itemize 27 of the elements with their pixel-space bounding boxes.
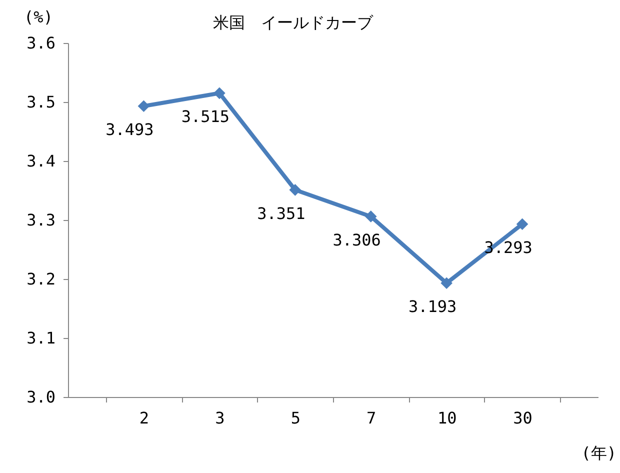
data-label: 3.351 (257, 204, 306, 223)
x-tick-label: 7 (366, 408, 376, 428)
y-tick-label: 3.3 (26, 210, 56, 230)
point (138, 100, 150, 112)
data-label: 3.515 (181, 107, 230, 126)
x-tick-label: 30 (513, 408, 532, 428)
point (364, 210, 377, 222)
x-tick-label: 5 (290, 408, 300, 428)
y-tick-label: 3.5 (26, 92, 56, 112)
point (289, 184, 302, 196)
y-tick-label: 3.6 (26, 34, 56, 52)
chart-title: 米国 イールドカーブ (213, 13, 374, 32)
data-label: 3.306 (332, 230, 381, 250)
y-tick-label: 3.2 (26, 270, 56, 288)
y-axis-title: (%) (24, 8, 53, 26)
data-label: 3.493 (106, 120, 154, 140)
x-tick-label: 3 (215, 408, 225, 428)
y-tick-label: 3.0 (26, 388, 56, 406)
point (516, 218, 528, 230)
x-tick-label: 10 (437, 408, 457, 428)
x-axis-title: (年) (581, 444, 616, 462)
x-tick-label: 2 (139, 408, 150, 428)
y-tick-label: 3.4 (26, 152, 56, 170)
point (440, 277, 452, 290)
y-tick-label: 3.1 (26, 328, 56, 348)
point (214, 87, 226, 100)
data-label: 3.193 (408, 297, 457, 316)
